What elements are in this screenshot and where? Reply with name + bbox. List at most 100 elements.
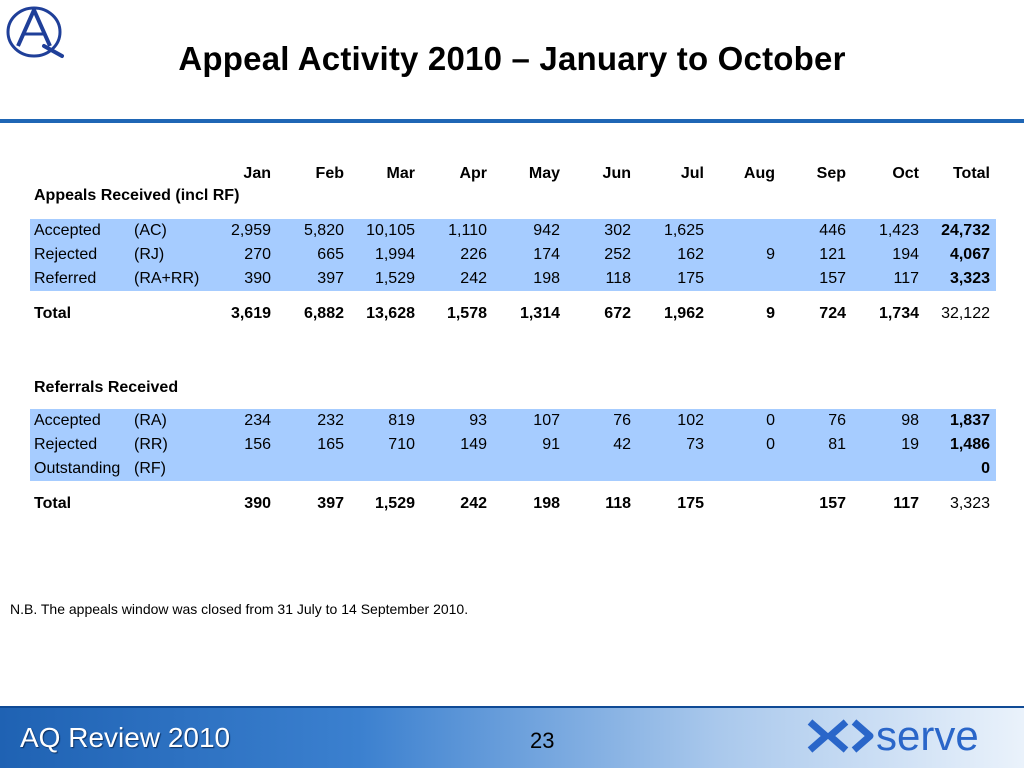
column-header: Apr (459, 165, 487, 182)
footer-title: AQ Review 2010 (20, 722, 231, 753)
row-label: Rejected (34, 436, 98, 453)
row-label: Outstanding (34, 460, 121, 477)
table-cell (766, 457, 846, 481)
column-header: Total (952, 165, 990, 182)
table-cell: 117 (893, 270, 919, 287)
table-cell: 710 (388, 436, 415, 453)
table-cell: 1,837 (949, 412, 990, 429)
row-label: Rejected (34, 246, 98, 263)
column-header: Oct (892, 165, 919, 182)
title-divider (0, 119, 1024, 123)
table-cell: 3,323 (949, 270, 990, 287)
table-cell: 390 (244, 270, 271, 287)
table-cell: 19 (901, 436, 919, 453)
table-cell: 1,578 (446, 305, 487, 322)
table-cell: 175 (677, 270, 704, 287)
row-label: Total (34, 495, 72, 512)
table-row: Outstanding (RF) 0 (30, 457, 996, 481)
table-cell (551, 457, 631, 481)
footer-bar (0, 706, 1024, 768)
table-row: Accepted (AC) 2,959 5,820 10,105 1,110 942 302 1… (30, 219, 996, 243)
table-cell: 2,959 (230, 222, 271, 239)
table-cell: 98 (901, 412, 919, 429)
table-cell: 1,423 (878, 222, 919, 239)
column-header: May (528, 165, 560, 182)
column-header: Jan (243, 165, 271, 182)
xoserve-logo: serve (806, 712, 1016, 760)
table-cell: 302 (604, 222, 631, 239)
table-cell: 194 (892, 246, 919, 263)
table-cell: 724 (819, 305, 846, 322)
footnote: N.B. The appeals window was closed from … (10, 601, 469, 617)
table-cell: 665 (317, 246, 344, 263)
footer-divider (0, 706, 1024, 708)
table-cell: 157 (819, 270, 846, 287)
table-cell: 6,882 (303, 305, 344, 322)
table-cell: 0 (981, 460, 990, 477)
table-cell: 1,529 (374, 495, 415, 512)
row-code: (RA) (134, 412, 167, 429)
table-cell: 10,105 (366, 222, 415, 239)
table-cell: 118 (605, 270, 631, 287)
table-cell: 252 (604, 246, 631, 263)
table-cell: 234 (244, 412, 271, 429)
table-cell: 73 (686, 436, 704, 453)
table-cell (264, 457, 344, 481)
table-cell: 81 (828, 436, 846, 453)
page-number: 23 (530, 728, 555, 753)
table-cell: 226 (460, 246, 487, 263)
row-label: Total (34, 305, 72, 322)
column-header: Mar (386, 165, 415, 182)
column-header: Aug (743, 165, 775, 182)
table-row: Rejected (RJ) 270 665 1,994 226 174 252 162 9 121 1… (30, 243, 996, 267)
table-cell: 24,732 (941, 222, 990, 239)
row-label: Accepted (34, 222, 101, 239)
table-cell: 76 (613, 412, 631, 429)
table-cell: 942 (533, 222, 560, 239)
svg-text:serve: serve (876, 712, 979, 759)
page-title: Appeal Activity 2010 – January to Octobe… (178, 40, 846, 77)
total-row: Total 390 397 1,529 242 198 118 175 157 117 3,323 (30, 492, 996, 516)
table-cell: 32,122 (941, 305, 990, 322)
row-label: Accepted (34, 412, 101, 429)
table-cell (839, 457, 919, 481)
table-cell: 156 (244, 436, 271, 453)
row-code: (RJ) (134, 246, 165, 263)
table-cell (335, 457, 415, 481)
table-cell: 3,323 (949, 495, 990, 512)
table-cell: 390 (244, 495, 271, 512)
table-cell: 149 (460, 436, 487, 453)
section-title: Referrals Received (34, 379, 179, 396)
row-label: Referred (34, 270, 97, 287)
table-header-row: Jan Feb Mar Apr May Jun Jul Aug Sep Oct Total (30, 162, 996, 186)
table-cell: 819 (388, 412, 415, 429)
table-cell: 5,820 (303, 222, 344, 239)
table-cell: 117 (893, 495, 919, 512)
table-cell: 4,067 (949, 246, 990, 263)
table-cell (695, 457, 775, 481)
table-cell: 1,314 (519, 305, 560, 322)
table-cell: 91 (542, 436, 560, 453)
total-row: Total 3,619 6,882 13,628 1,578 1,314 672 1,962 9… (30, 302, 996, 326)
table-row: Rejected (RR) 156 165 710 149 91 42 73 0 81 19 1,486 (30, 433, 996, 457)
row-code: (RR) (134, 436, 168, 453)
column-header: Jul (680, 165, 704, 182)
table-cell (624, 457, 704, 481)
column-header: Jun (602, 165, 631, 182)
column-header: Feb (315, 165, 344, 182)
table-cell: 446 (819, 222, 846, 239)
table-cell: 165 (317, 436, 344, 453)
table-cell: 198 (533, 495, 560, 512)
table-cell: 93 (469, 412, 487, 429)
table-cell (695, 219, 775, 243)
table-cell: 198 (533, 270, 560, 287)
table-row: Accepted (RA) 234 232 819 93 107 76 102 0 76 98 1,83… (30, 409, 996, 433)
table-cell: 672 (604, 305, 631, 322)
table-cell: 270 (244, 246, 271, 263)
table-cell: 157 (819, 495, 846, 512)
table-cell: 232 (317, 412, 344, 429)
table-cell: 0 (766, 436, 775, 453)
table-cell: 1,994 (374, 246, 415, 263)
table-cell: 9 (766, 246, 775, 263)
table-cell (407, 457, 487, 481)
